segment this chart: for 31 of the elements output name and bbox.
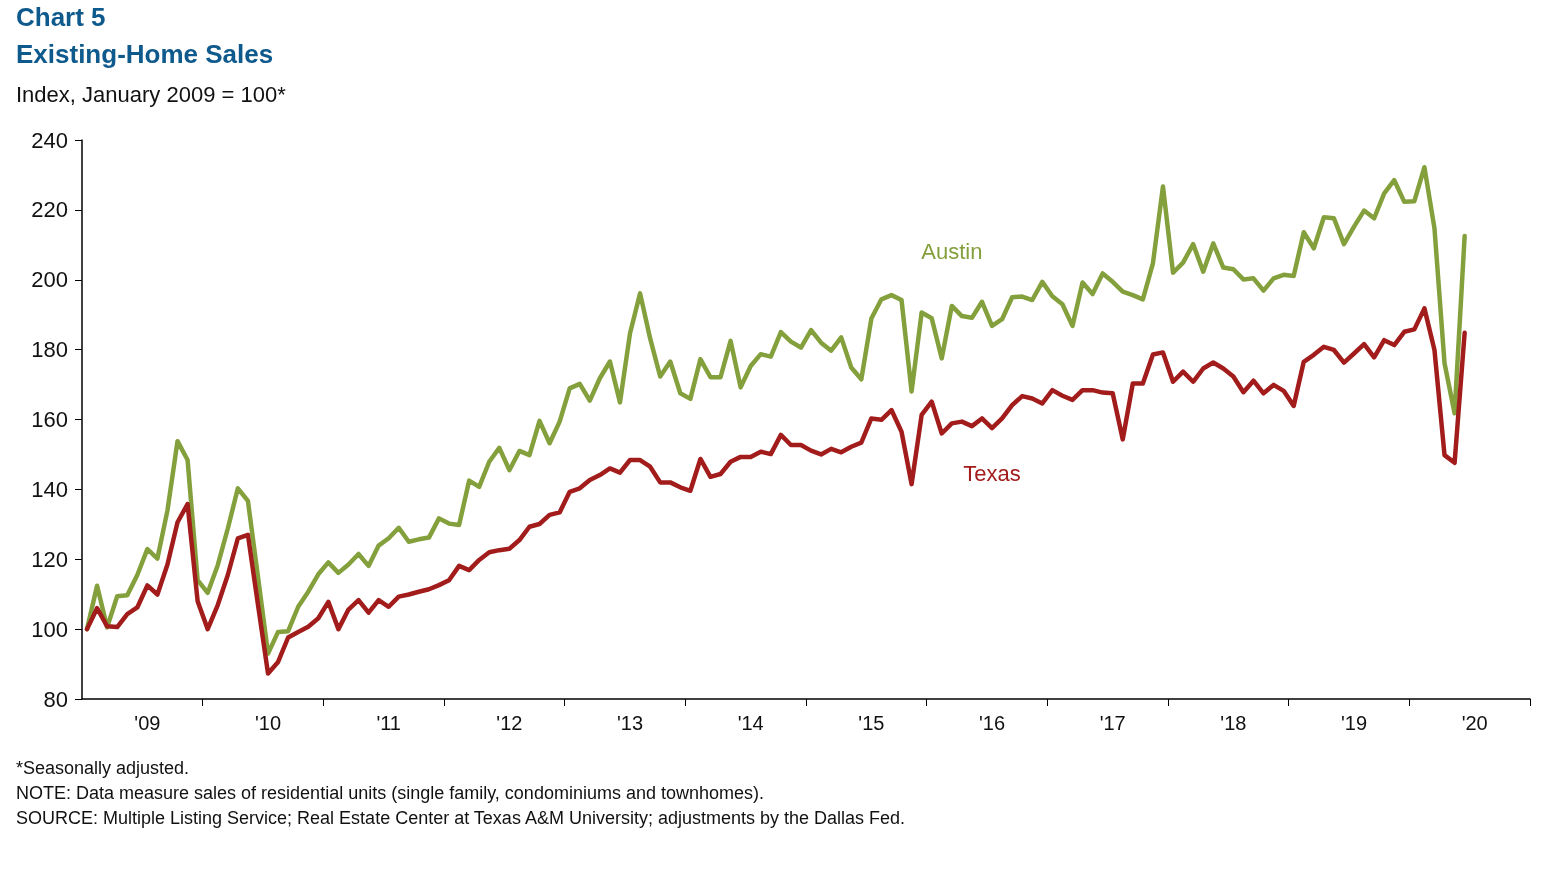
chart-title: Chart 5 [16, 2, 106, 32]
series-label: Texas [963, 461, 1021, 487]
x-tick-label: '14 [737, 712, 764, 734]
x-tick-label: '19 [1340, 712, 1368, 734]
text: NOTE: Data measure sales of residential units (single family, condominiums and townhomes). [16, 783, 764, 803]
chart-subtitle: Existing-Home Sales [16, 39, 274, 69]
y-tick-label: 180 [31, 337, 68, 363]
y-tick-label: 200 [31, 267, 68, 293]
x-tick-label: '09 [134, 712, 161, 734]
x-tick-label: '10 [254, 712, 282, 734]
y-tick-label: 240 [31, 127, 68, 153]
text: *Seasonally adjusted. [16, 758, 190, 778]
y-tick-label: 80 [43, 686, 68, 712]
y-tick-label: 140 [31, 476, 68, 502]
x-tick-label: '17 [1099, 712, 1126, 734]
x-tick-label: '15 [858, 712, 885, 734]
series-label: Austin [921, 239, 983, 265]
source-note: SOURCE: Multiple Listing Service; Real Estate Center at Texas A&M University; adjustments by the Dallas Fed. [16, 808, 906, 828]
x-tick-label: '20 [1461, 712, 1488, 734]
x-tick-label: '16 [978, 712, 1006, 734]
line-series [84, 165, 1467, 656]
x-tick-label: '13 [616, 712, 644, 734]
x-tick-label: '11 [376, 712, 401, 734]
y-tick-label: 160 [31, 407, 68, 432]
x-tick-label: '12 [496, 712, 523, 734]
y-axis-title: Index, January 2009 = 100* [16, 81, 287, 107]
y-tick-label: 220 [31, 197, 68, 223]
line-series [84, 306, 1467, 676]
x-tick-label: '18 [1220, 712, 1247, 734]
y-tick-label: 120 [31, 546, 68, 572]
y-tick-label: 100 [31, 616, 68, 642]
